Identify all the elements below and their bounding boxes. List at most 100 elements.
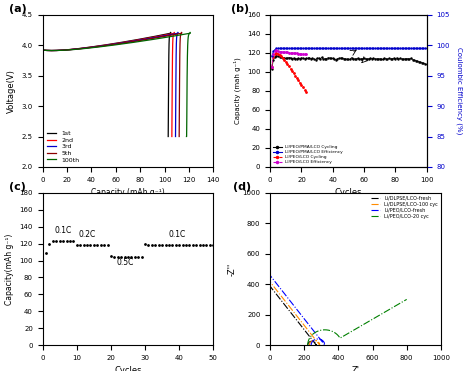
LI/PEO/PMA/LCO Cycling [363,57,368,61]
Li/DLPSE/LCO-fresh [305,343,310,347]
Li/PEO/LCO-20 cyc [305,343,310,347]
Text: 0.5C: 0.5C [116,258,133,267]
LI/PEO/LCO Efficiency [289,51,295,55]
100th [184,118,190,122]
Li/DLPSE/LCO-100 cyc [210,206,215,210]
LI/PEO/PMA/LCO Efficiency [273,46,279,50]
2nd [171,31,177,36]
Li/PEO/LCO-20 cyc [316,329,321,333]
LI/PEO/PMA/LCO Cycling [418,60,423,65]
Line: 1st: 1st [168,33,171,137]
1st [165,134,171,139]
3rd [175,30,181,35]
Y-axis label: Coulombic Efficiency (%): Coulombic Efficiency (%) [456,47,462,135]
LI/PEO/LCO Cycling [302,87,308,92]
2nd [171,32,176,36]
Li/DLPSE/LCO-fresh [305,342,310,347]
5th [176,134,182,139]
Line: Li/PEO/LCO-fresh: Li/PEO/LCO-fresh [193,178,325,345]
LI/PEO/LCO Efficiency [272,49,278,53]
5th [178,31,184,36]
LI/PEO/LCO Efficiency [294,51,300,56]
3rd [173,134,178,139]
LI/PEO/LCO Efficiency [303,52,309,57]
LI/PEO/PMA/LCO Efficiency [363,46,368,50]
LI/PEO/PMA/LCO Cycling [413,58,419,63]
Li/DLPSE/LCO-fresh [313,341,319,346]
Li/PEO/LCO-fresh [308,343,314,347]
LI/PEO/LCO Efficiency [283,50,289,55]
100th [183,134,189,139]
100th [187,30,193,35]
Line: LI/PEO/LCO Cycling: LI/PEO/LCO Cycling [270,52,308,93]
Li/DLPSE/LCO-fresh [305,342,311,346]
LI/PEO/LCO Efficiency [273,48,279,52]
5th [179,30,184,35]
Line: LI/PEO/LCO Efficiency: LI/PEO/LCO Efficiency [270,49,308,68]
Li/PEO/LCO-20 cyc [395,302,401,306]
Li/PEO/LCO-20 cyc [404,297,410,302]
LI/PEO/PMA/LCO Cycling [424,62,429,66]
Line: Li/DLPSE/LCO-100 cyc: Li/DLPSE/LCO-100 cyc [212,208,319,345]
LI/PEO/LCO Efficiency [288,50,293,55]
1st [165,118,171,122]
Li/PEO/LCO-20 cyc [305,339,311,343]
Li/PEO/LCO-fresh [191,175,196,180]
LI/PEO/PMA/LCO Efficiency [300,46,306,50]
Line: 3rd: 3rd [175,33,178,137]
100th [187,30,193,35]
LI/PEO/LCO Efficiency [292,51,298,55]
X-axis label: Cycles: Cycles [114,366,142,371]
LI/PEO/LCO Efficiency [291,51,297,55]
LI/PEO/LCO Cycling [286,64,292,69]
Line: 100th: 100th [186,33,190,137]
2nd [172,30,177,35]
LI/PEO/LCO Efficiency [269,64,274,69]
5th [179,30,184,35]
Li/PEO/LCO-20 cyc [390,305,395,310]
X-axis label: Cycles: Cycles [335,188,362,197]
3rd [174,32,180,36]
X-axis label: Z': Z' [352,366,359,371]
Line: LI/PEO/PMA/LCO Cycling: LI/PEO/PMA/LCO Cycling [271,55,428,70]
Text: (a): (a) [9,4,26,14]
LI/PEO/PMA/LCO Efficiency [424,46,429,50]
1st [168,30,173,35]
Li/PEO/LCO-fresh [309,341,314,345]
LI/PEO/LCO Efficiency [295,51,301,56]
Text: 0.1C: 0.1C [55,226,72,236]
LI/PEO/LCO Cycling [292,73,298,78]
100th [184,134,190,139]
5th [176,134,182,139]
LI/PEO/PMA/LCO Cycling [300,56,306,60]
2nd [169,134,175,139]
Y-axis label: Capacity(mAh g⁻¹): Capacity(mAh g⁻¹) [5,233,14,305]
LI/PEO/PMA/LCO Cycling [269,67,274,71]
LI/PEO/LCO Efficiency [282,50,287,54]
Text: 0.2C: 0.2C [79,230,96,239]
LI/PEO/LCO Cycling [269,65,274,69]
LI/PEO/PMA/LCO Cycling [273,53,279,58]
5th [176,118,182,122]
2nd [171,30,177,35]
3rd [173,118,179,122]
LI/PEO/LCO Cycling [295,78,301,82]
LI/PEO/LCO Efficiency [300,52,306,56]
LI/PEO/LCO Cycling [289,69,295,73]
LI/PEO/PMA/LCO Efficiency [413,46,419,50]
Li/DLPSE/LCO-100 cyc [307,343,312,347]
Li/PEO/LCO-fresh [311,338,317,342]
Li/DLPSE/LCO-100 cyc [309,339,315,344]
Y-axis label: Capacity (mah g⁻¹): Capacity (mah g⁻¹) [234,58,241,124]
100th [187,31,192,36]
2nd [172,30,177,35]
LI/PEO/LCO Efficiency [297,52,303,56]
3rd [173,134,179,139]
Li/PEO/LCO-fresh [195,181,201,186]
3rd [173,134,179,139]
Li/DLPSE/LCO-100 cyc [213,211,219,215]
Legend: 1st, 2nd, 3rd, 5th, 100th: 1st, 2nd, 3rd, 5th, 100th [46,129,81,164]
LI/PEO/LCO Cycling [294,76,300,80]
3rd [175,30,181,35]
LI/PEO/LCO Efficiency [302,52,308,56]
